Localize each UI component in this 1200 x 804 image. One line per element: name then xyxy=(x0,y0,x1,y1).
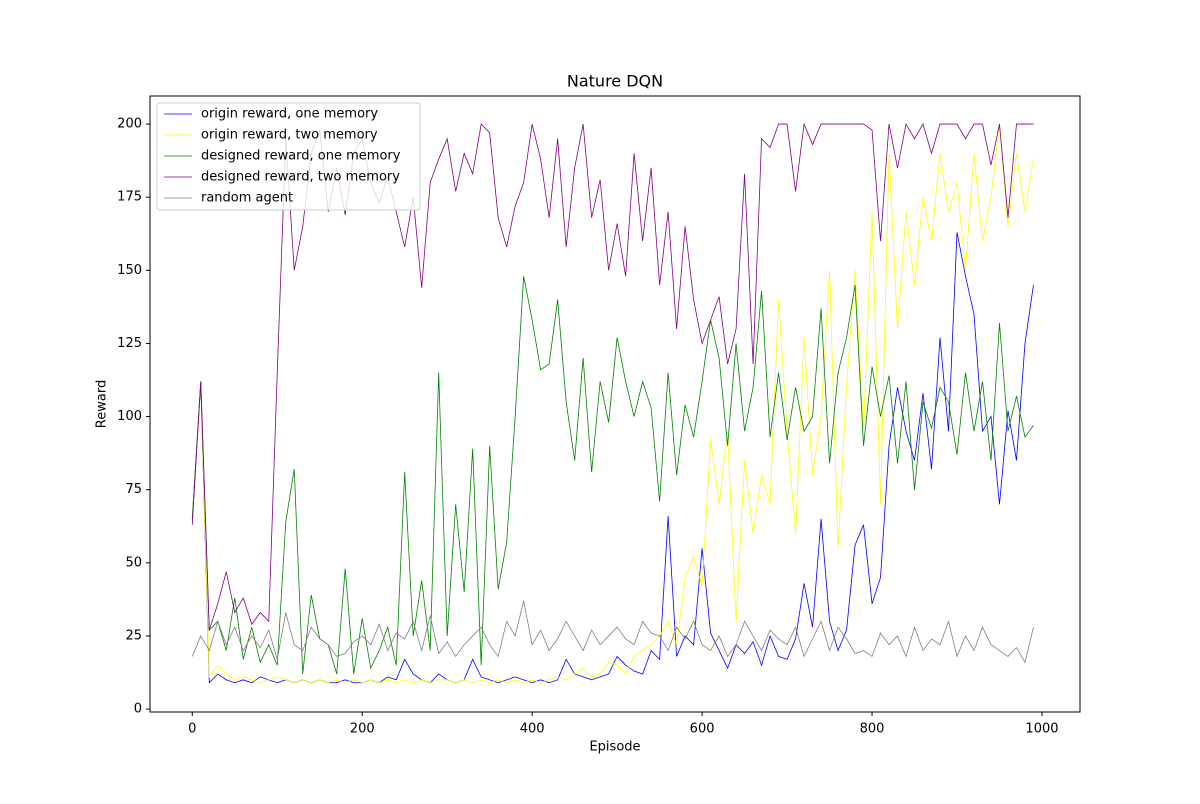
x-tick-label: 400 xyxy=(520,722,545,737)
axes-frame xyxy=(149,95,1081,713)
legend-label: random agent xyxy=(201,191,293,206)
series-line xyxy=(191,124,1034,684)
series-line xyxy=(191,276,1034,675)
y-tick-label: 25 xyxy=(125,628,142,643)
legend-label: origin reward, one memory xyxy=(201,107,378,122)
x-tick-label: 600 xyxy=(690,722,715,737)
series-line xyxy=(191,600,1034,664)
chart-title: Nature DQN xyxy=(567,72,663,91)
x-tick-label: 200 xyxy=(350,722,375,737)
legend-box xyxy=(156,102,421,211)
y-tick-label: 125 xyxy=(117,336,142,351)
y-tick-label: 175 xyxy=(117,190,142,205)
y-tick-label: 50 xyxy=(125,555,142,570)
x-tick-label: 800 xyxy=(860,722,885,737)
legend-label: designed reward, two memory xyxy=(201,170,400,185)
x-tick-label: 0 xyxy=(188,722,196,737)
y-tick-label: 0 xyxy=(134,702,142,717)
y-axis-label: Reward xyxy=(95,380,110,428)
y-tick-label: 75 xyxy=(125,482,142,497)
y-tick-label: 200 xyxy=(117,117,142,132)
x-tick-label: 1000 xyxy=(1025,722,1058,737)
legend-label: designed reward, one memory xyxy=(201,149,401,164)
x-axis-label: Episode xyxy=(589,740,640,755)
legend-label: origin reward, two memory xyxy=(201,128,378,143)
y-tick-label: 100 xyxy=(117,409,142,424)
y-tick-label: 150 xyxy=(117,263,142,278)
